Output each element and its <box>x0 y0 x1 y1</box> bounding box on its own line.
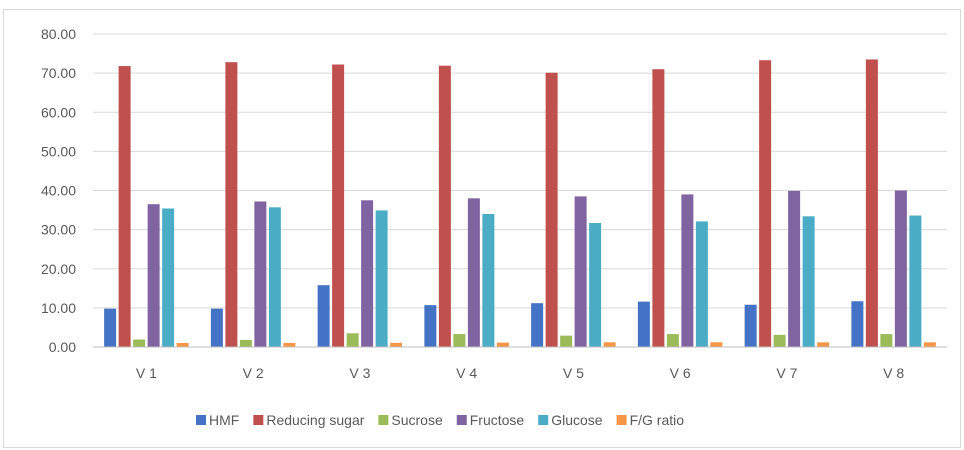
bar-reducing-sugar <box>225 62 238 348</box>
y-tick-label: 40.00 <box>41 183 76 199</box>
legend-swatch <box>196 415 206 425</box>
bar-hmf <box>744 304 757 347</box>
bar-reducing-sugar <box>865 59 878 348</box>
bar-fructose <box>254 201 267 347</box>
bar-sucrose <box>239 339 252 347</box>
bar-hmf <box>317 285 330 347</box>
legend-swatch <box>253 415 264 425</box>
legend-swatch <box>616 415 627 425</box>
bar-hmf <box>210 308 223 347</box>
bar-reducing-sugar <box>652 69 665 348</box>
x-tick-label: V 2 <box>243 365 264 381</box>
bar-glucose <box>162 208 175 347</box>
bar-f-g-ratio <box>710 342 723 347</box>
bar-f-g-ratio <box>603 342 616 347</box>
x-tick-label: V 1 <box>136 365 157 381</box>
x-tick-label: V 6 <box>670 365 691 381</box>
bar-sucrose <box>880 334 893 347</box>
bar-sucrose <box>453 334 466 347</box>
bars <box>104 59 936 348</box>
legend-swatch <box>538 415 549 425</box>
bar-fructose <box>467 198 480 347</box>
legend-swatch <box>378 415 389 425</box>
x-tick-label: V 5 <box>563 365 584 381</box>
bar-hmf <box>424 305 437 347</box>
chart-frame: 0.00 10.00 20.00 30.00 40.00 50.00 60.00 70.00 8… <box>3 9 961 448</box>
bar-glucose <box>802 216 815 347</box>
legend-label: Glucose <box>551 412 603 428</box>
bar-fructose <box>681 194 694 347</box>
bar-glucose <box>268 207 281 347</box>
bar-sucrose <box>346 333 359 347</box>
legend: HMF Reducing sugar Sucrose Fructose Glucose F… <box>196 412 684 428</box>
x-tick-label: V 8 <box>883 365 904 381</box>
bar-reducing-sugar <box>759 60 772 348</box>
bar-glucose <box>909 215 922 347</box>
y-tick-label: 20.00 <box>41 261 76 277</box>
bar-sucrose <box>133 339 146 347</box>
bar-hmf <box>637 301 650 347</box>
bar-hmf <box>851 301 864 347</box>
bar-fructose <box>574 196 587 347</box>
x-tick-label: V 4 <box>456 365 477 381</box>
bar-f-g-ratio <box>923 342 936 347</box>
bar-hmf <box>531 303 544 347</box>
y-tick-label: 0.00 <box>49 339 76 355</box>
bar-f-g-ratio <box>283 342 296 347</box>
y-tick-label: 30.00 <box>41 222 76 238</box>
bar-chart: 0.00 10.00 20.00 30.00 40.00 50.00 60.00 70.00 8… <box>41 26 947 428</box>
x-tick-label: V 7 <box>776 365 797 381</box>
bar-f-g-ratio <box>390 342 403 347</box>
bar-f-g-ratio <box>496 342 509 347</box>
bar-reducing-sugar <box>438 65 451 347</box>
bar-fructose <box>147 204 160 347</box>
bar-sucrose <box>560 335 573 347</box>
legend-label: Reducing sugar <box>266 412 364 428</box>
legend-label: Sucrose <box>391 412 443 428</box>
bar-sucrose <box>666 334 679 347</box>
bar-fructose <box>894 190 907 347</box>
bar-hmf <box>104 308 117 347</box>
legend-label: F/G ratio <box>630 412 685 428</box>
y-tick-label: 10.00 <box>41 300 76 316</box>
axes: 0.00 10.00 20.00 30.00 40.00 50.00 60.00 70.00 8… <box>41 26 947 381</box>
y-tick-label: 50.00 <box>41 143 76 159</box>
bar-glucose <box>589 222 602 347</box>
y-tick-label: 70.00 <box>41 65 76 81</box>
gridlines <box>93 33 947 309</box>
bar-sucrose <box>773 334 786 347</box>
bar-glucose <box>695 221 708 347</box>
y-tick-label: 80.00 <box>41 26 76 42</box>
bar-reducing-sugar <box>332 64 345 347</box>
legend-swatch <box>456 415 467 425</box>
bar-glucose <box>375 210 388 347</box>
y-tick-label: 60.00 <box>41 104 76 120</box>
bar-f-g-ratio <box>817 342 830 347</box>
bar-fructose <box>361 200 374 347</box>
bar-reducing-sugar <box>118 66 131 347</box>
bar-glucose <box>482 213 495 347</box>
bar-f-g-ratio <box>176 342 189 347</box>
legend-label: Fructose <box>470 412 525 428</box>
x-tick-label: V 3 <box>349 365 370 381</box>
legend-label: HMF <box>209 412 239 428</box>
bar-fructose <box>788 190 801 347</box>
bar-reducing-sugar <box>545 72 558 347</box>
